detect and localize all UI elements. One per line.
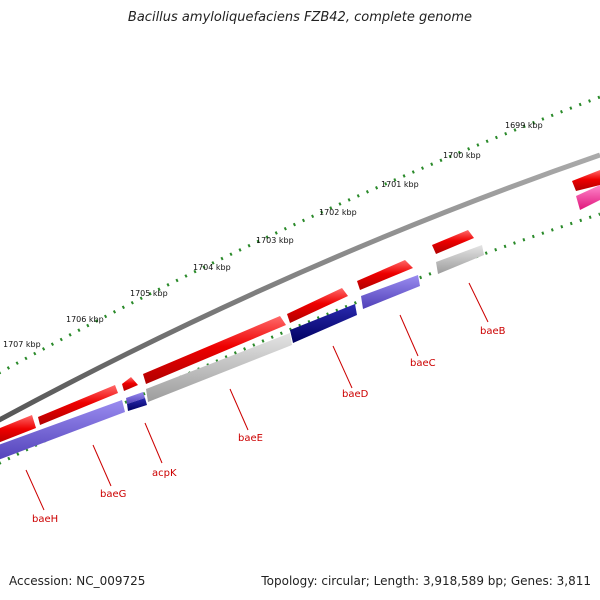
feature-navy <box>127 398 147 411</box>
gene-label-baeE: baeE <box>238 433 263 444</box>
cds-feature-red <box>432 230 474 254</box>
gene-label-baeC: baeC <box>410 358 436 369</box>
connector-baeC <box>399 314 419 357</box>
tick-label: 1701 kbp <box>381 180 419 189</box>
tick-label: 1704 kbp <box>193 263 231 272</box>
cds-feature-red <box>357 260 413 290</box>
cds-feature-red <box>122 377 138 391</box>
gene-label-connectors <box>25 282 489 511</box>
feature-slate <box>0 400 125 460</box>
cds-feature-red <box>287 288 348 323</box>
tick-label: 1699 kbp <box>505 121 543 130</box>
cds-feature-red <box>572 170 600 191</box>
feature-navy <box>290 304 357 343</box>
gene-label-baeG: baeG <box>100 489 126 500</box>
tick-label: 1706 kbp <box>66 315 104 324</box>
map-title: Bacillus amyloliquefaciens FZB42, comple… <box>127 10 473 25</box>
gene-label-baeB: baeB <box>480 326 506 337</box>
topology-label: Topology: circular; Length: 3,918,589 bp… <box>261 574 591 588</box>
accession-label: Accession: NC_009725 <box>9 574 146 588</box>
cds-feature-red <box>143 316 286 384</box>
tick-label: 1702 kbp <box>319 208 357 217</box>
feature-gray <box>436 245 484 274</box>
feature-slate <box>126 392 145 404</box>
connector-baeE <box>229 388 249 431</box>
gene-label-baeH: baeH <box>32 514 58 525</box>
tick-label: 1707 kbp <box>3 340 41 349</box>
connector-baeH <box>25 469 45 511</box>
connector-baeD <box>332 345 353 389</box>
gene-labels: baeB baeC baeD baeE acpK baeG baeH <box>32 326 506 525</box>
connector-baeB <box>468 282 489 323</box>
gene-label-acpK: acpK <box>152 468 177 479</box>
feature-gray <box>146 333 292 402</box>
genome-backbone <box>0 152 600 423</box>
inner-tick-ring <box>0 212 600 465</box>
cds-feature-pink <box>576 185 600 210</box>
cds-feature-red <box>38 385 118 425</box>
tick-label: 1700 kbp <box>443 151 481 160</box>
tick-label: 1705 kbp <box>130 289 168 298</box>
cds-feature-red <box>0 415 36 443</box>
scale-tick-labels: 1699 kbp 1700 kbp 1701 kbp 1702 kbp 1703… <box>3 121 543 349</box>
feature-slate <box>361 275 420 309</box>
connector-acpK <box>144 422 163 464</box>
connector-baeG <box>92 444 112 487</box>
tick-label: 1703 kbp <box>256 236 294 245</box>
gene-label-baeD: baeD <box>342 389 369 400</box>
